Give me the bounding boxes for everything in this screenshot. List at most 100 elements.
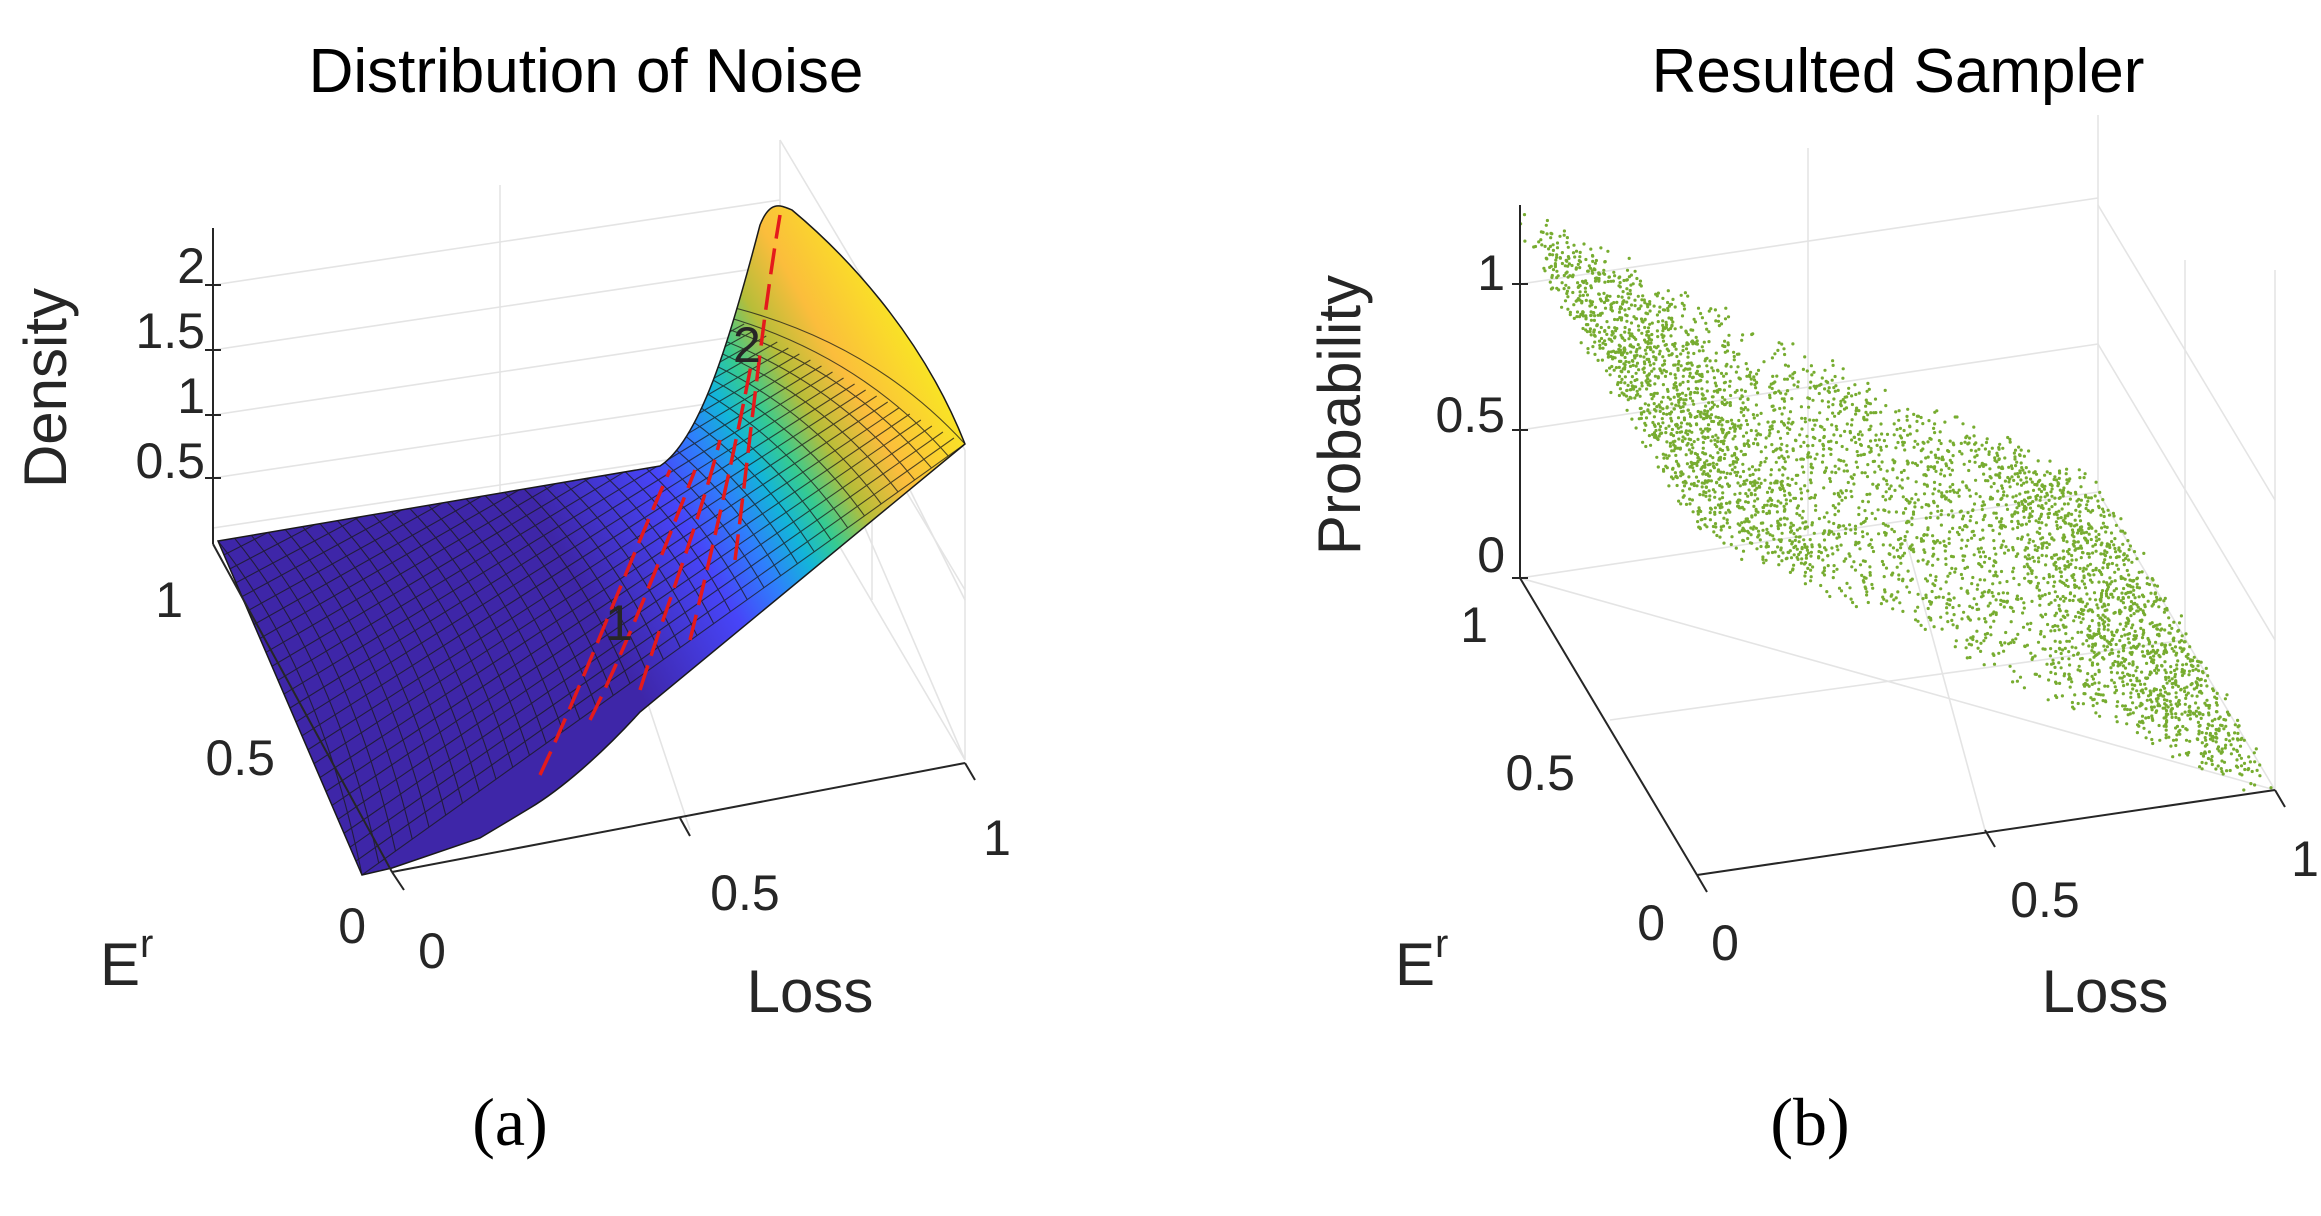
scatter-point [1634, 364, 1638, 368]
scatter-point [1951, 526, 1955, 531]
caption-b: (b) [1770, 1084, 1849, 1160]
scatter-point [1586, 351, 1590, 355]
scatter-point [2132, 634, 2136, 638]
scatter-point [1555, 255, 1559, 259]
scatter-point [2055, 523, 2059, 528]
scatter-point [1808, 478, 1812, 482]
scatter-point [1665, 456, 1669, 460]
scatter-point [2106, 563, 2110, 567]
scatter-point [2170, 707, 2174, 711]
scatter-point [2168, 699, 2172, 704]
scatter-point [1631, 363, 1635, 367]
scatter-point [1969, 448, 1973, 452]
a-ztick-05: 0.5 [135, 433, 205, 489]
scatter-point [1961, 554, 1965, 558]
scatter-point [1633, 269, 1637, 273]
scatter-point [1736, 498, 1740, 502]
scatter-point [2014, 464, 2018, 468]
scatter-point [2017, 445, 2021, 449]
scatter-point [1902, 428, 1906, 433]
scatter-point [1864, 576, 1868, 580]
scatter-point [2141, 644, 2145, 648]
scatter-point [2106, 628, 2110, 632]
scatter-point [1549, 231, 1553, 235]
scatter-point [2034, 497, 2038, 501]
scatter-point [1957, 488, 1961, 492]
scatter-point [1965, 565, 1970, 569]
scatter-point [1983, 617, 1987, 621]
scatter-point [2168, 643, 2172, 647]
scatter-point [1763, 460, 1767, 464]
scatter-point [1627, 337, 1631, 341]
scatter-point [2180, 673, 2185, 678]
scatter-point [1584, 323, 1589, 327]
scatter-point [2200, 731, 2204, 735]
scatter-point [1849, 528, 1853, 532]
a-ztick-15: 1.5 [135, 303, 205, 359]
scatter-point [1701, 349, 1705, 353]
scatter-point [1706, 423, 1711, 427]
scatter-point [2030, 480, 2034, 484]
scatter-point [1578, 294, 1582, 298]
scatter-point [2073, 518, 2077, 522]
scatter-point [1706, 463, 1711, 467]
scatter-point [1679, 410, 1683, 414]
scatter-point [1939, 523, 1943, 527]
scatter-point [1602, 268, 1606, 272]
scatter-point [2056, 527, 2060, 531]
scatter-point [2170, 677, 2174, 681]
scatter-point [1910, 516, 1914, 520]
scatter-point [1641, 440, 1645, 444]
scatter-point [2090, 649, 2094, 653]
scatter-point [1733, 451, 1737, 456]
scatter-point [2134, 706, 2138, 710]
scatter-point [1555, 241, 1560, 245]
scatter-point [1653, 374, 1657, 378]
scatter-point [1839, 434, 1843, 438]
scatter-point [1783, 377, 1787, 381]
scatter-point [1631, 334, 1635, 338]
scatter-point [1789, 530, 1793, 534]
scatter-point [1658, 428, 1662, 432]
scatter-point [1703, 409, 1707, 413]
scatter-point [1945, 602, 1949, 606]
scatter-point [1756, 368, 1761, 372]
scatter-point [2258, 763, 2262, 767]
scatter-point [1944, 562, 1948, 567]
scatter-point [1800, 465, 1804, 469]
scatter-point [1845, 395, 1849, 399]
scatter-point [1681, 489, 1685, 493]
scatter-point [1664, 426, 1668, 430]
scatter-point [2224, 724, 2228, 728]
scatter-point [1858, 547, 1862, 551]
scatter-point [1593, 279, 1598, 283]
scatter-point [1815, 452, 1819, 456]
scatter-point [1873, 438, 1877, 442]
scatter-point [1566, 255, 1570, 259]
scatter-point [1850, 495, 1854, 499]
scatter-point [2103, 525, 2107, 529]
scatter-point [1664, 453, 1668, 457]
scatter-point [1761, 510, 1765, 514]
scatter-point [1945, 611, 1949, 615]
scatter-point [1679, 425, 1683, 429]
scatter-point [2028, 495, 2032, 499]
scatter-point [1591, 311, 1596, 315]
scatter-point [1584, 298, 1588, 302]
scatter-point [1867, 387, 1871, 391]
scatter-point [2148, 673, 2152, 677]
scatter-point [1722, 456, 1726, 461]
scatter-point [2036, 545, 2040, 550]
scatter-point [2184, 693, 2188, 697]
scatter-point [1565, 270, 1569, 274]
scatter-point [1692, 351, 1696, 356]
scatter-point [2216, 747, 2220, 751]
scatter-point [2060, 694, 2064, 698]
scatter-point [2040, 504, 2044, 509]
scatter-point [1936, 516, 1940, 520]
scatter-point [1746, 397, 1750, 401]
scatter-point [1788, 549, 1792, 553]
scatter-point [2109, 651, 2113, 655]
scatter-point [1576, 262, 1580, 266]
scatter-point [1585, 293, 1590, 297]
